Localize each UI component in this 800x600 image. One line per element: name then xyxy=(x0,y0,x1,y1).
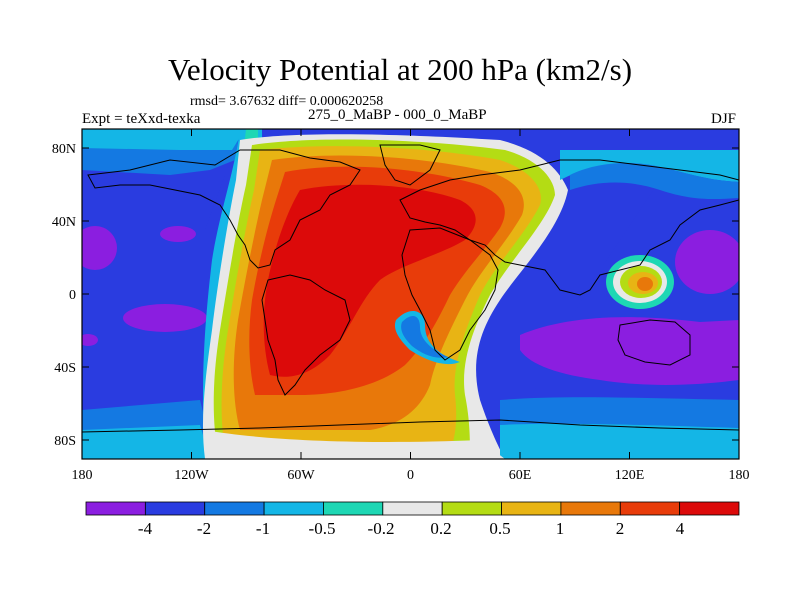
southern-zero xyxy=(205,430,505,459)
x-tick-label: 60E xyxy=(509,468,532,483)
colorbar-swatch xyxy=(382,501,443,516)
contour-field xyxy=(82,129,739,459)
pos-strong xyxy=(263,184,476,377)
plot-title: Velocity Potential at 200 hPa (km2/s) xyxy=(167,52,633,87)
x-tick-label: 0 xyxy=(407,468,414,483)
colorbar xyxy=(85,501,740,516)
colorbar-swatch xyxy=(501,501,562,516)
y-tick-label: 80N xyxy=(52,142,76,157)
colorbar-swatch xyxy=(144,501,206,516)
south-america xyxy=(261,274,351,396)
colorbar-label: 2 xyxy=(616,519,625,538)
purple-band-south xyxy=(520,317,739,385)
north-pac-small xyxy=(82,129,245,150)
purple-patch-3 xyxy=(123,304,207,332)
y-tick-label: 40S xyxy=(54,361,76,376)
colorbar-label: -0.5 xyxy=(309,519,336,538)
south-pac-small xyxy=(82,425,210,459)
pacific-neg xyxy=(82,129,230,459)
purple-patch-1 xyxy=(82,226,117,270)
colorbar-swatch xyxy=(679,501,740,516)
north-america xyxy=(87,149,361,269)
purple-patch-4 xyxy=(82,334,98,346)
coastlines xyxy=(82,144,739,433)
colorbar-swatch xyxy=(263,501,324,516)
colorbar-swatch xyxy=(85,501,146,516)
colorbar-label: 0.2 xyxy=(430,519,451,538)
colorbar-swatch xyxy=(619,501,681,516)
colorbar-label: 0.5 xyxy=(489,519,510,538)
antarctica xyxy=(82,419,739,433)
purple-patch-east xyxy=(675,230,739,294)
y-tick-label: 80S xyxy=(54,434,76,449)
stats-label: rmsd= 3.67632 diff= 0.000620258 xyxy=(190,94,384,109)
colorbar-label: -0.2 xyxy=(368,519,395,538)
x-tick-label: 180 xyxy=(729,468,750,483)
greenland xyxy=(379,144,441,186)
eurasia xyxy=(399,159,739,296)
east-south-small xyxy=(500,423,739,459)
blob-mid xyxy=(637,277,653,291)
colorbar-label: -4 xyxy=(138,519,153,538)
x-tick-label: 180 xyxy=(72,468,93,483)
colorbar-swatch xyxy=(441,501,502,516)
australia xyxy=(617,319,691,366)
indian-tongue-core xyxy=(401,315,448,358)
period-label: 275_0_MaBP - 000_0_MaBP xyxy=(308,107,487,123)
y-axis-labels: 80N 40N 0 40S 80S xyxy=(52,142,76,449)
africa xyxy=(401,227,499,361)
purple-patch-2 xyxy=(160,226,196,242)
colorbar-labels: -4 -2 -1 -0.5 -0.2 0.2 0.5 1 2 4 xyxy=(138,519,685,538)
colorbar-swatch xyxy=(323,501,384,516)
colorbar-label: -2 xyxy=(197,519,211,538)
x-axis-labels: 180 120W 60W 0 60E 120E 180 xyxy=(72,468,750,483)
season-label: DJF xyxy=(711,111,737,127)
colorbar-label: -1 xyxy=(256,519,270,538)
east-north-cyan xyxy=(560,150,739,182)
colorbar-label: 1 xyxy=(556,519,565,538)
y-tick-label: 0 xyxy=(69,288,76,303)
x-tick-label: 60W xyxy=(287,468,315,483)
tick-marks xyxy=(81,129,740,459)
colorbar-label: 4 xyxy=(676,519,685,538)
y-tick-label: 40N xyxy=(52,215,76,230)
x-tick-label: 120E xyxy=(615,468,645,483)
colorbar-swatch xyxy=(560,501,621,516)
colorbar-swatch xyxy=(204,501,265,516)
x-tick-label: 120W xyxy=(174,468,209,483)
east-north-mid xyxy=(570,163,739,200)
experiment-label: Expt = teXxd-texka xyxy=(82,111,201,127)
